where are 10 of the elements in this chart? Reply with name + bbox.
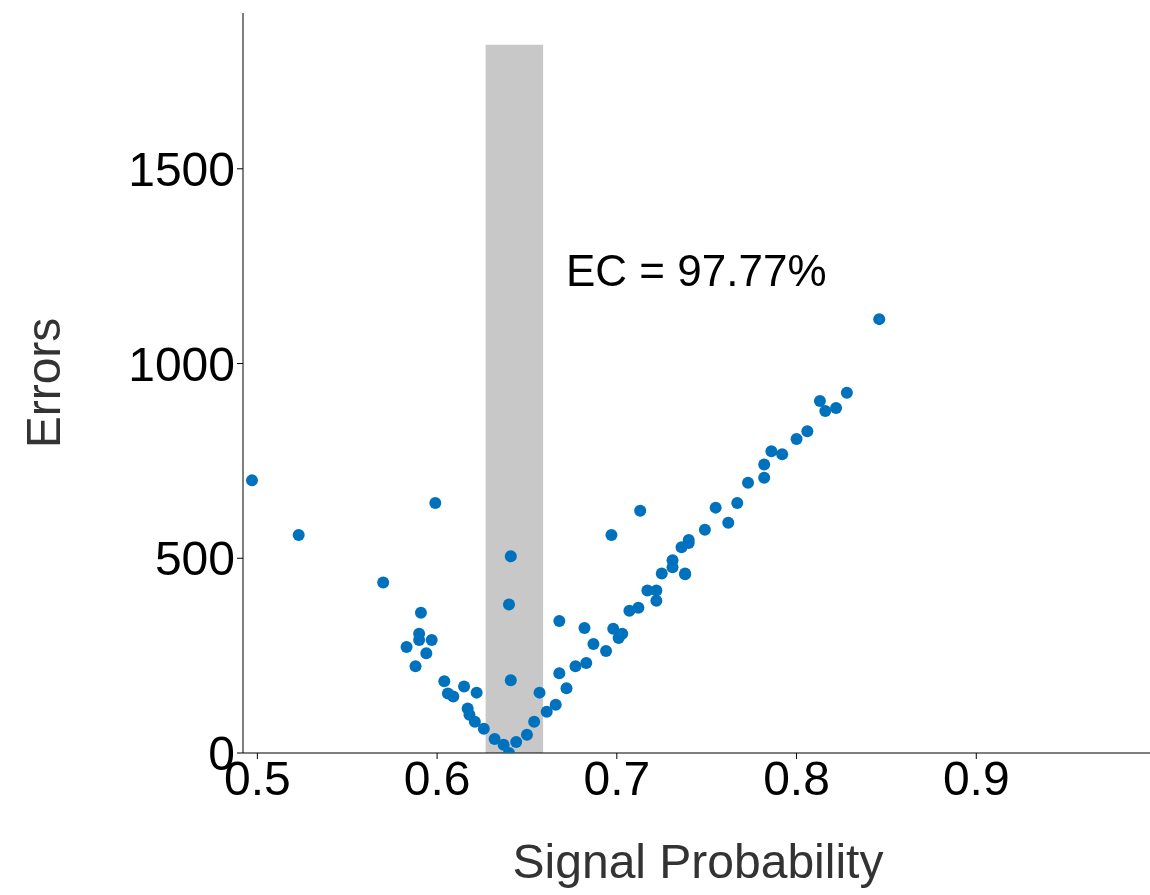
annotation: EC = 97.77% [566,246,827,295]
x-tick-label: 0.6 [403,752,471,806]
y-tick-label: 500 [154,532,235,586]
y-tick-label: 1000 [128,337,235,391]
y-tick-label: 1500 [128,142,235,196]
x-tick-label: 0.9 [942,752,1010,806]
y-axis-title: Errors [17,317,70,449]
x-tick-label: 0.8 [763,752,830,806]
x-tick-label: 0.7 [583,752,651,806]
x-axis-title: Signal Probability [512,835,884,888]
